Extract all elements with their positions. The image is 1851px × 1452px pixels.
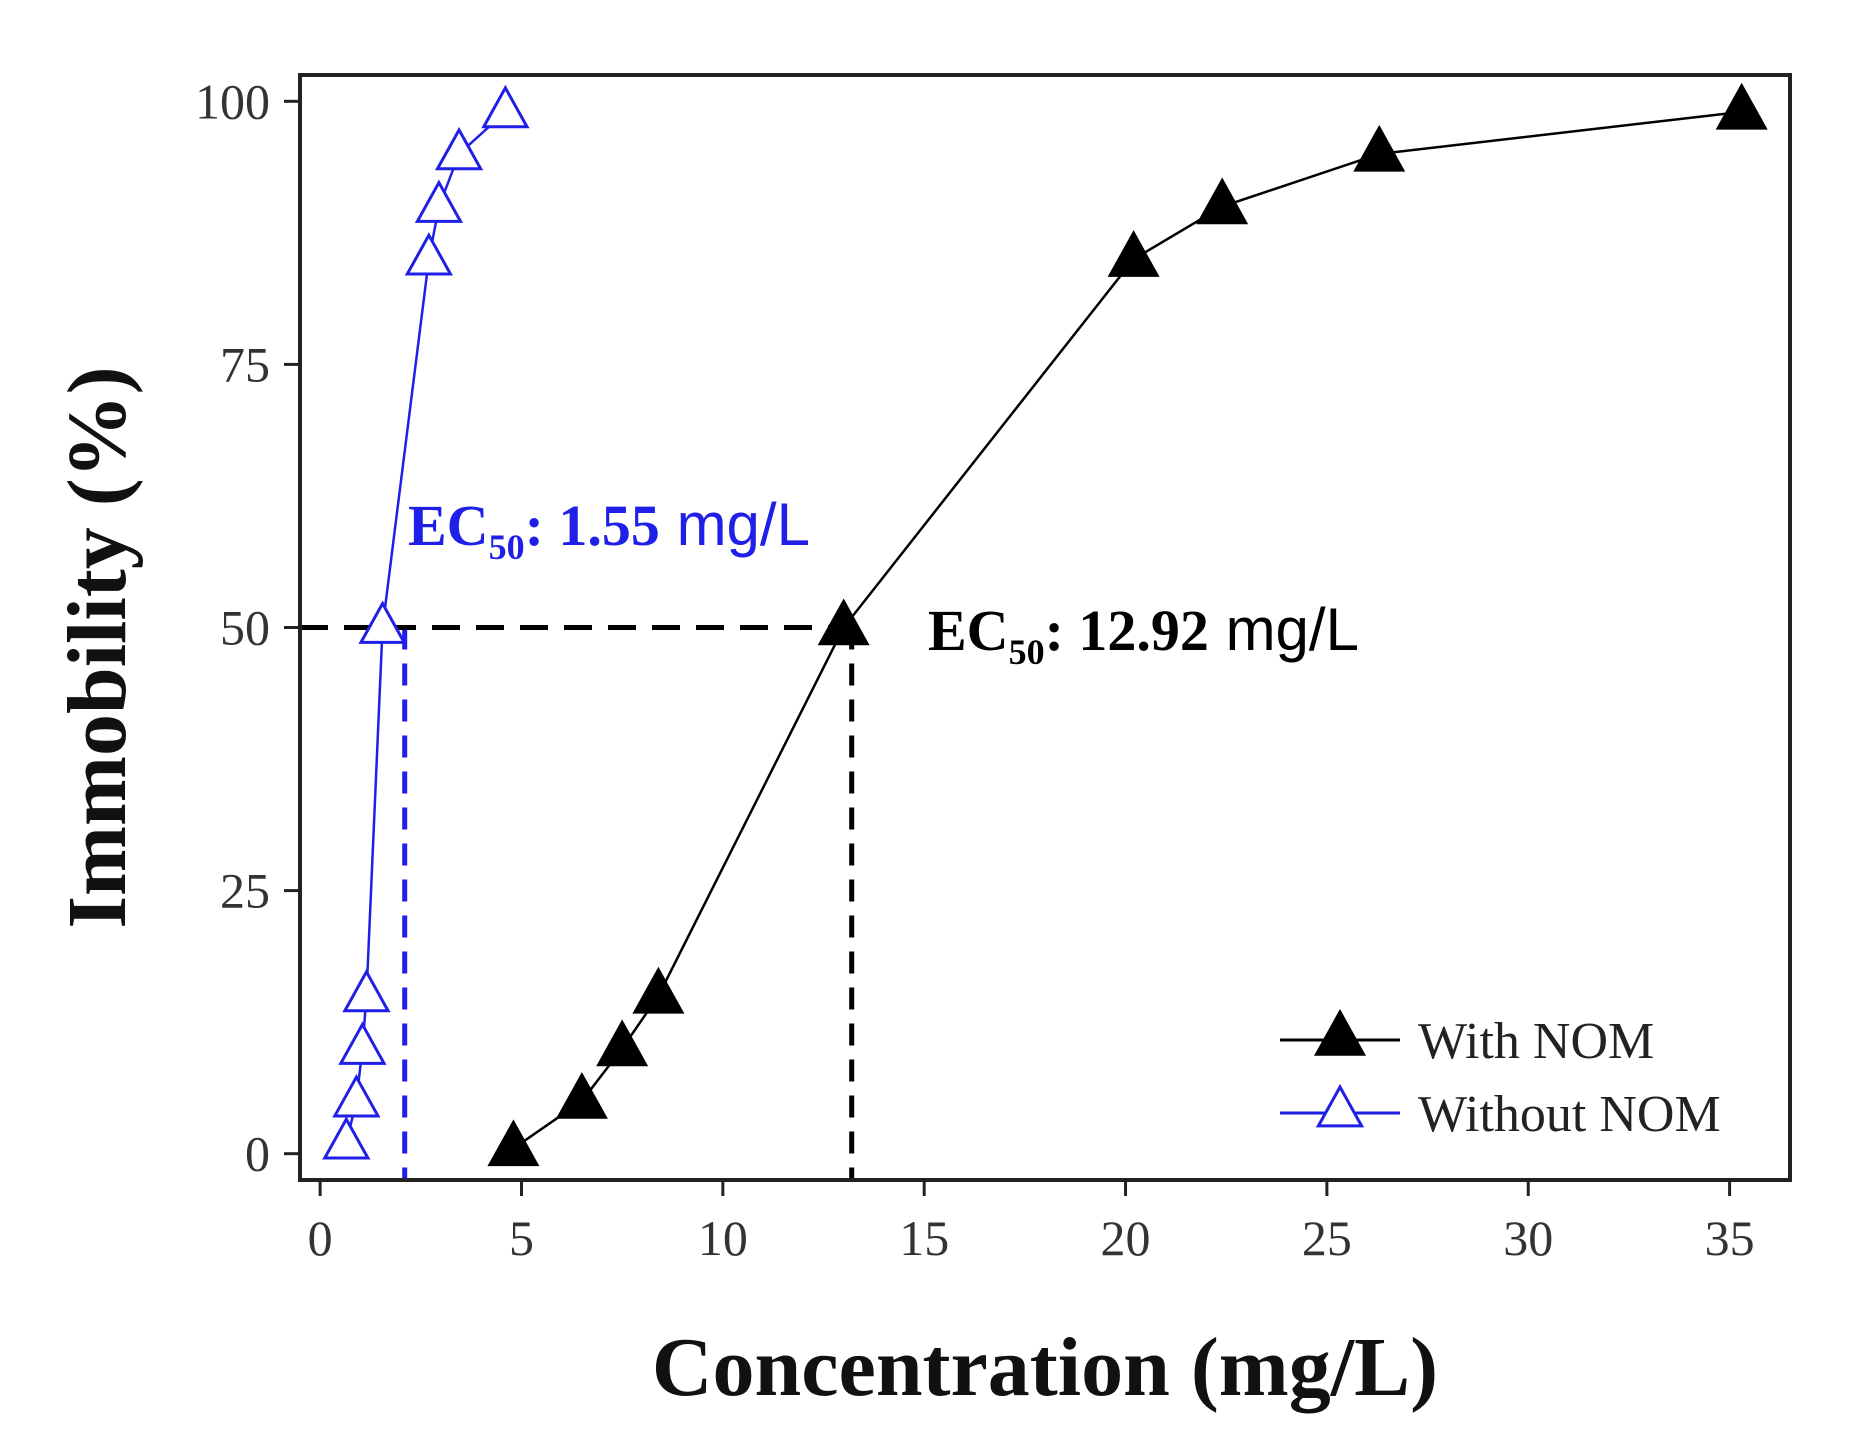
x-axis-title: Concentration (mg/L) — [652, 1321, 1438, 1414]
data-point-without-nom — [338, 1021, 387, 1065]
legend: With NOM Without NOM — [1280, 1008, 1721, 1143]
data-point-with-nom — [632, 966, 685, 1014]
x-tick-label: 25 — [1302, 1210, 1352, 1266]
ec50-subscript: 50 — [489, 527, 525, 567]
y-axis: 0 25 50 75 100 — [195, 73, 300, 1182]
ec50-value_text: : 12.92 — [1045, 598, 1209, 663]
ec50-value_text: : 1.55 — [525, 493, 660, 558]
data-point-with-nom — [1196, 177, 1249, 225]
data-point-without-nom — [434, 126, 484, 171]
data-point-with-nom — [817, 598, 870, 646]
ec50-label: EC — [408, 493, 489, 558]
y-axis-title: Immobility (%) — [51, 366, 144, 928]
data-point-with-nom — [1715, 82, 1768, 130]
data-point-without-nom — [414, 179, 464, 223]
data-point-without-nom — [332, 1073, 381, 1118]
legend-label: Without NOM — [1418, 1086, 1721, 1143]
x-tick-label: 10 — [698, 1210, 748, 1266]
data-point-with-nom — [555, 1072, 608, 1119]
ec50-unit_text: mg/L — [660, 491, 810, 558]
ec50-subscript: 50 — [1009, 632, 1045, 672]
y-tick-label: 0 — [245, 1126, 270, 1182]
data-point-without-nom — [404, 232, 454, 276]
x-tick-label: 0 — [308, 1210, 333, 1266]
ec50-label: EC50: 1.55 mg/L — [408, 491, 810, 567]
ec50-label: EC50: 12.92 mg/L — [928, 596, 1359, 672]
x-tick-label: 30 — [1503, 1210, 1553, 1266]
ec50-unit_text: mg/L — [1209, 596, 1359, 663]
x-tick-label: 20 — [1101, 1210, 1151, 1266]
legend-marker — [1315, 1083, 1365, 1128]
data-point-with-nom — [1353, 124, 1406, 172]
data-point-with-nom — [487, 1119, 540, 1167]
data-point-without-nom — [481, 84, 530, 129]
legend-marker — [1314, 1008, 1366, 1056]
data-point-with-nom — [596, 1019, 649, 1067]
series-markers — [322, 82, 1768, 1167]
y-tick-label: 100 — [195, 73, 270, 129]
y-tick-label: 75 — [220, 336, 270, 392]
data-point-with-nom — [1107, 230, 1160, 277]
data-point-without-nom — [358, 600, 407, 644]
ec50-label: EC — [928, 598, 1009, 663]
y-tick-label: 50 — [220, 600, 270, 656]
x-tick-label: 15 — [899, 1210, 949, 1266]
x-tick-label: 5 — [509, 1210, 534, 1266]
data-point-without-nom — [342, 968, 391, 1013]
x-tick-label: 35 — [1705, 1210, 1755, 1266]
legend-label: With NOM — [1418, 1013, 1654, 1070]
x-axis: 0 5 10 15 20 25 30 35 — [308, 1180, 1755, 1266]
data-point-without-nom — [322, 1116, 371, 1160]
y-tick-label: 25 — [220, 863, 270, 919]
